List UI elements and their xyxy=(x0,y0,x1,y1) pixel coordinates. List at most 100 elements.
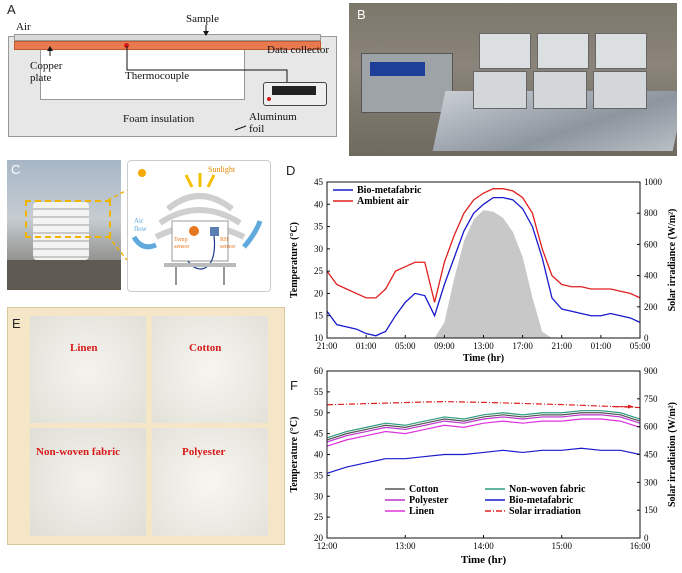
chart-d-y2tick-label: 600 xyxy=(644,239,658,249)
fabric-polyester-photo xyxy=(152,428,268,536)
label-air-flow: Air flow xyxy=(134,217,147,233)
chart-d-xtick-label: 21:00 xyxy=(317,341,338,351)
solar-irradiance-area xyxy=(327,210,640,338)
chart-d-y2tick-label: 0 xyxy=(644,333,649,343)
panel-letter-c: C xyxy=(11,162,21,177)
chart-d-xtick-label: 17:00 xyxy=(512,341,533,351)
label-thermocouple: Thermocouple xyxy=(125,70,190,82)
chart-f-xlabel: Time (hr) xyxy=(461,554,507,566)
chart-f-ytick-label: 20 xyxy=(314,533,324,543)
chart-d-legend-label: Bio-metafabric xyxy=(357,185,422,196)
chart-f-xtick-label: 15:00 xyxy=(551,541,572,551)
nonwoven-line xyxy=(326,410,641,439)
chart-d-ytick-label: 40 xyxy=(314,199,324,209)
fabric-label-nonwoven: Non-woven fabric xyxy=(36,446,121,458)
chart-d-xtick-label: 09:00 xyxy=(434,341,455,351)
panel-letter-f: F xyxy=(290,378,298,393)
chart-f-ytick-label: 50 xyxy=(314,408,324,418)
chart-d-xlabel: Time (hr) xyxy=(463,353,504,364)
chart-d-y2tick-label: 800 xyxy=(644,208,658,218)
solar-irradiation-line xyxy=(326,401,641,409)
chart-f-y2label: Solar irradiation (W/m²) xyxy=(667,402,678,507)
chart-d-xtick-label: 05:00 xyxy=(630,341,651,351)
chart-f-ytick-label: 40 xyxy=(314,450,324,460)
chart-f: 202530354045505560015030045060075090012:… xyxy=(289,366,678,566)
chart-d-ytick-label: 15 xyxy=(314,311,324,321)
chart-f-legend-label: Polyester xyxy=(409,495,449,506)
fabric-label-cotton: Cotton xyxy=(189,342,222,354)
chart-d-y2label: Solar irradiance (W/m²) xyxy=(667,209,678,312)
sensor-schematic-svg xyxy=(131,169,263,285)
label-foam-insulation: Foam insulation xyxy=(123,113,195,125)
chart-f-xtick-label: 13:00 xyxy=(395,541,416,551)
sample-box-6 xyxy=(593,71,647,109)
panel-letter-b: B xyxy=(357,7,366,22)
chart-f-ytick-label: 45 xyxy=(314,429,324,439)
thermocouple-dot xyxy=(124,43,129,48)
sample-box-3 xyxy=(595,33,647,69)
solar-axis-arrowhead-icon xyxy=(628,404,634,409)
label-temp-sensor: Temp sensor xyxy=(174,237,190,250)
chart-f-y2tick-label: 900 xyxy=(644,366,658,376)
copper-plate xyxy=(14,41,321,50)
fabric-linen-photo xyxy=(30,316,146,423)
device-display xyxy=(272,86,316,95)
chart-f-ytick-label: 35 xyxy=(314,470,324,480)
sample-box-2 xyxy=(537,33,589,69)
label-sunlight: Sunlight xyxy=(208,165,236,174)
sunlight-arrows-icon xyxy=(184,173,216,188)
cotton-line xyxy=(326,412,641,441)
roof-photo xyxy=(7,260,121,290)
chart-f-y2tick-label: 600 xyxy=(644,422,658,432)
panel-c-connector xyxy=(107,189,128,261)
chart-f-legend-label: Linen xyxy=(409,506,434,517)
linen-line xyxy=(326,418,641,447)
panel-letter-d: D xyxy=(286,163,296,178)
sensor-schematic: Sunlight Air flow Temp sensor RH sensor xyxy=(127,160,271,292)
chart-d-xtick-label: 05:00 xyxy=(395,341,416,351)
chart-d-xtick-label: 21:00 xyxy=(551,341,572,351)
chart-f-ytick-label: 60 xyxy=(314,366,324,376)
data-collector-photo xyxy=(361,53,453,113)
chart-f-y2tick-label: 750 xyxy=(644,394,658,404)
chart-d-ytick-label: 35 xyxy=(314,222,324,232)
panel-c-photo: C xyxy=(7,160,121,290)
chart-f-xtick-label: 14:00 xyxy=(473,541,494,551)
chart-f-legend-label: Bio-metafabric xyxy=(509,495,574,506)
temp-sensor-icon xyxy=(189,226,199,236)
label-copper-plate: Copper plate xyxy=(30,60,63,84)
chart-d-xtick-label: 01:00 xyxy=(356,341,377,351)
chart-d-ytick-label: 20 xyxy=(314,288,324,298)
panel-letter-a: A xyxy=(7,2,16,17)
chart-d-ytick-label: 25 xyxy=(314,266,324,276)
label-data-collector: Data collector xyxy=(267,44,329,56)
chart-f-legend-label: Non-woven fabric xyxy=(509,484,586,495)
sample-box-1 xyxy=(479,33,531,69)
chart-f-ylabel: Temperature (°C) xyxy=(289,417,300,493)
chart-d-ytick-label: 10 xyxy=(314,333,324,343)
sample-box-4 xyxy=(473,71,527,109)
fabric-cotton-photo xyxy=(152,316,268,423)
label-sample: Sample xyxy=(186,13,219,25)
chart-d-y2tick-label: 400 xyxy=(644,271,658,281)
airflow-arrow-left-icon xyxy=(131,235,157,250)
polyester-line xyxy=(326,414,641,443)
chart-f-xtick-label: 16:00 xyxy=(630,541,651,551)
device-screen-photo xyxy=(370,62,425,76)
fabric-nonwoven-photo xyxy=(30,428,146,536)
chart-d-xtick-label: 13:00 xyxy=(473,341,494,351)
label-aluminum-foil: Aluminum foil xyxy=(249,111,297,135)
label-rh-sensor: RH sensor xyxy=(220,237,236,250)
chart-f-ytick-label: 55 xyxy=(314,387,324,397)
panel-b-photo: B xyxy=(349,3,677,156)
sample-box-5 xyxy=(533,71,587,109)
chart-f-legend-label: Solar irradiation xyxy=(509,506,581,517)
radiation-shield-photo xyxy=(33,202,89,260)
chart-d-ytick-label: 30 xyxy=(314,244,324,254)
data-collector-device xyxy=(263,82,327,106)
chart-f-y2tick-label: 0 xyxy=(644,533,649,543)
chart-d-ytick-label: 45 xyxy=(314,177,324,187)
airflow-arrow-right-icon xyxy=(242,220,263,249)
sun-icon xyxy=(138,169,146,177)
chart-f-legend-label: Cotton xyxy=(409,484,439,495)
